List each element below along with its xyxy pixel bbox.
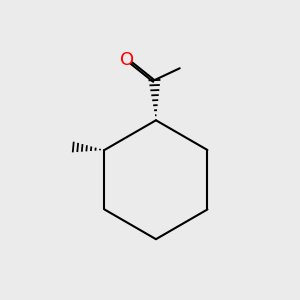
Text: O: O bbox=[120, 51, 134, 69]
